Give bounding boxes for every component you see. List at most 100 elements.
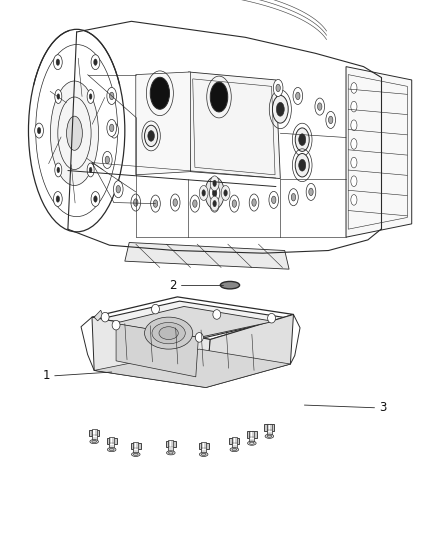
FancyBboxPatch shape — [264, 424, 275, 431]
Ellipse shape — [272, 95, 288, 123]
Ellipse shape — [50, 81, 99, 185]
Ellipse shape — [107, 87, 117, 104]
Polygon shape — [94, 310, 103, 321]
Polygon shape — [116, 324, 198, 377]
FancyBboxPatch shape — [92, 429, 97, 441]
Ellipse shape — [351, 176, 357, 187]
Ellipse shape — [159, 327, 178, 340]
Ellipse shape — [205, 177, 224, 209]
Ellipse shape — [107, 119, 117, 136]
FancyBboxPatch shape — [232, 437, 237, 450]
Ellipse shape — [57, 167, 60, 173]
Text: 1: 1 — [42, 369, 50, 382]
Ellipse shape — [230, 195, 239, 212]
Ellipse shape — [289, 189, 298, 206]
Ellipse shape — [210, 82, 228, 112]
Ellipse shape — [247, 441, 256, 445]
Ellipse shape — [166, 451, 175, 455]
FancyBboxPatch shape — [198, 442, 209, 449]
Ellipse shape — [213, 180, 216, 187]
Ellipse shape — [212, 200, 217, 207]
Ellipse shape — [202, 190, 205, 196]
Ellipse shape — [153, 200, 158, 207]
FancyBboxPatch shape — [168, 440, 173, 453]
FancyBboxPatch shape — [267, 424, 272, 436]
Ellipse shape — [224, 190, 227, 196]
Ellipse shape — [57, 94, 60, 99]
Ellipse shape — [315, 98, 325, 115]
Polygon shape — [206, 314, 293, 387]
Ellipse shape — [268, 313, 276, 323]
Ellipse shape — [145, 125, 158, 147]
Polygon shape — [188, 72, 280, 179]
Ellipse shape — [56, 59, 60, 66]
Ellipse shape — [193, 200, 197, 207]
Ellipse shape — [56, 196, 60, 202]
FancyBboxPatch shape — [106, 438, 117, 444]
Ellipse shape — [101, 312, 109, 322]
Ellipse shape — [112, 320, 120, 330]
Ellipse shape — [269, 191, 279, 208]
Ellipse shape — [276, 84, 280, 92]
Ellipse shape — [105, 156, 110, 164]
Ellipse shape — [134, 199, 138, 206]
Ellipse shape — [87, 163, 94, 177]
Polygon shape — [136, 72, 191, 175]
Ellipse shape — [89, 94, 92, 99]
Ellipse shape — [152, 322, 185, 344]
Ellipse shape — [152, 304, 159, 314]
Ellipse shape — [110, 124, 114, 132]
Ellipse shape — [94, 59, 97, 66]
Ellipse shape — [102, 151, 112, 168]
FancyBboxPatch shape — [166, 441, 176, 447]
Ellipse shape — [295, 128, 309, 151]
Ellipse shape — [220, 281, 240, 289]
Ellipse shape — [87, 90, 94, 103]
Ellipse shape — [195, 333, 203, 342]
Ellipse shape — [131, 194, 141, 211]
Ellipse shape — [273, 79, 283, 96]
Ellipse shape — [110, 92, 114, 100]
FancyBboxPatch shape — [229, 438, 240, 444]
Ellipse shape — [276, 102, 284, 116]
Ellipse shape — [291, 193, 296, 201]
Ellipse shape — [306, 183, 316, 200]
Ellipse shape — [94, 196, 97, 202]
Polygon shape — [114, 306, 274, 337]
FancyBboxPatch shape — [131, 442, 141, 449]
Ellipse shape — [37, 127, 41, 134]
Polygon shape — [125, 243, 289, 269]
Ellipse shape — [55, 163, 62, 177]
Ellipse shape — [299, 159, 306, 171]
Ellipse shape — [210, 195, 219, 212]
FancyBboxPatch shape — [89, 430, 99, 436]
Ellipse shape — [351, 83, 357, 93]
Ellipse shape — [55, 90, 62, 103]
Ellipse shape — [210, 176, 219, 191]
Ellipse shape — [199, 185, 208, 200]
Polygon shape — [96, 301, 289, 337]
Ellipse shape — [265, 434, 274, 438]
Polygon shape — [92, 317, 210, 387]
Ellipse shape — [90, 440, 99, 443]
FancyBboxPatch shape — [133, 442, 138, 454]
Ellipse shape — [309, 188, 313, 196]
Ellipse shape — [230, 448, 239, 451]
Ellipse shape — [296, 92, 300, 100]
Ellipse shape — [145, 317, 193, 349]
Ellipse shape — [232, 200, 237, 207]
Ellipse shape — [150, 77, 170, 109]
Ellipse shape — [107, 448, 116, 451]
Ellipse shape — [351, 120, 357, 131]
FancyBboxPatch shape — [109, 437, 114, 450]
Ellipse shape — [212, 189, 217, 197]
FancyBboxPatch shape — [201, 442, 206, 454]
Ellipse shape — [351, 195, 357, 205]
FancyBboxPatch shape — [249, 431, 254, 443]
Ellipse shape — [328, 116, 333, 124]
Ellipse shape — [295, 154, 309, 177]
Ellipse shape — [173, 199, 177, 206]
Ellipse shape — [91, 55, 100, 70]
Ellipse shape — [326, 111, 336, 128]
Ellipse shape — [67, 116, 82, 150]
